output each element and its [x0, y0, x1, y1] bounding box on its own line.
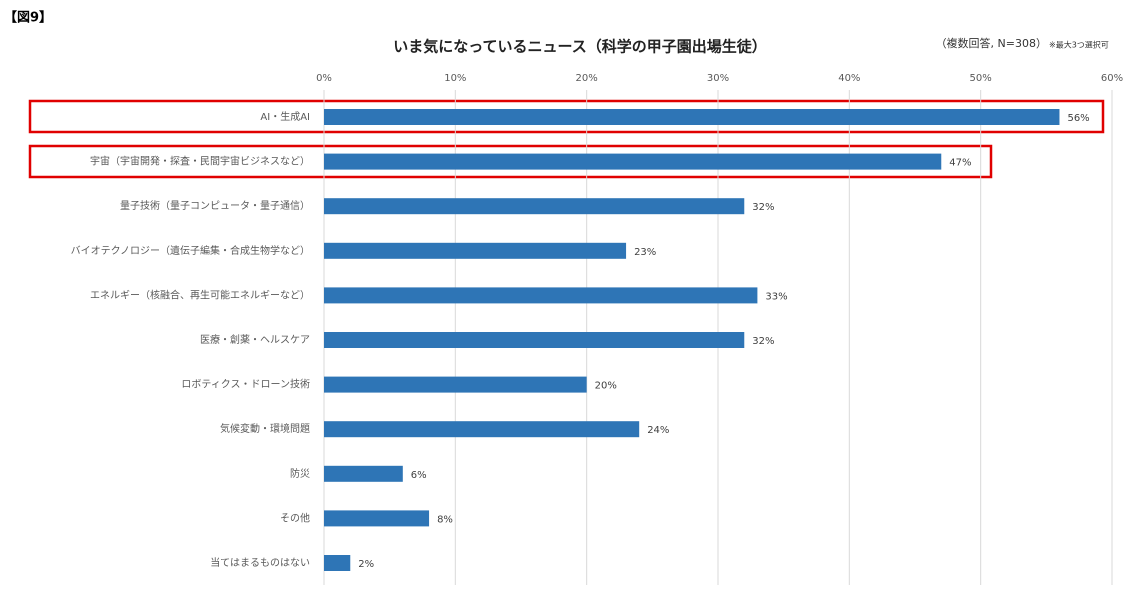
bar [324, 242, 627, 259]
y-tick-label: AI・生成AI [260, 110, 310, 123]
y-tick-label: その他 [280, 511, 310, 524]
y-tick-label: 当てはまるものはない [210, 556, 310, 569]
x-tick-label: 50% [970, 73, 992, 84]
y-tick-label: 気候変動・環境問題 [220, 422, 310, 435]
x-tick-label: 20% [576, 73, 598, 84]
y-tick-label: 防災 [290, 467, 310, 480]
bar [324, 153, 942, 170]
highlight-box [28, 144, 993, 179]
bar [324, 510, 430, 527]
value-label: 32% [752, 336, 774, 347]
value-label: 2% [358, 559, 374, 570]
value-label: 47% [949, 158, 971, 169]
bar [324, 109, 1060, 125]
value-label: 8% [437, 514, 453, 525]
value-label: 6% [411, 470, 427, 481]
x-tick-label: 10% [444, 73, 466, 84]
bar [324, 376, 587, 393]
note-small: ※最大3つ選択可 [1049, 40, 1109, 50]
y-tick-label: 量子技術（量子コンピュータ・量子通信） [120, 199, 310, 212]
bar [324, 555, 351, 571]
value-label: 20% [595, 381, 617, 392]
x-tick-label: 0% [316, 73, 332, 84]
bar [324, 465, 403, 482]
value-label: 23% [634, 247, 656, 258]
x-tick-label: 60% [1101, 73, 1123, 84]
note: （複数回答, N=308） [936, 36, 1047, 50]
y-tick-label: 宇宙（宇宙開発・探査・民間宇宙ビジネスなど） [90, 155, 310, 168]
y-tick-label: バイオテクノロジー（遺伝子編集・合成生物学など） [71, 244, 310, 257]
y-tick-label: ロボティクス・ドローン技術 [181, 378, 310, 391]
x-tick-label: 30% [707, 73, 729, 84]
bar [324, 287, 758, 304]
bar [324, 198, 745, 215]
y-tick-label: エネルギー（核融合、再生可能エネルギーなど） [90, 288, 310, 301]
figure-label: 【図9】 [4, 10, 52, 26]
highlight-box [28, 99, 1105, 134]
chart-title: いま気になっているニュース（科学の甲子園出場生徒） [393, 38, 767, 56]
bar [324, 421, 640, 438]
value-label: 56% [1067, 113, 1089, 124]
bar [324, 332, 745, 348]
x-tick-label: 40% [838, 73, 860, 84]
value-label: 32% [752, 202, 774, 213]
value-label: 24% [647, 425, 669, 436]
value-label: 33% [765, 291, 787, 302]
y-tick-label: 医療・創薬・ヘルスケア [200, 333, 310, 346]
